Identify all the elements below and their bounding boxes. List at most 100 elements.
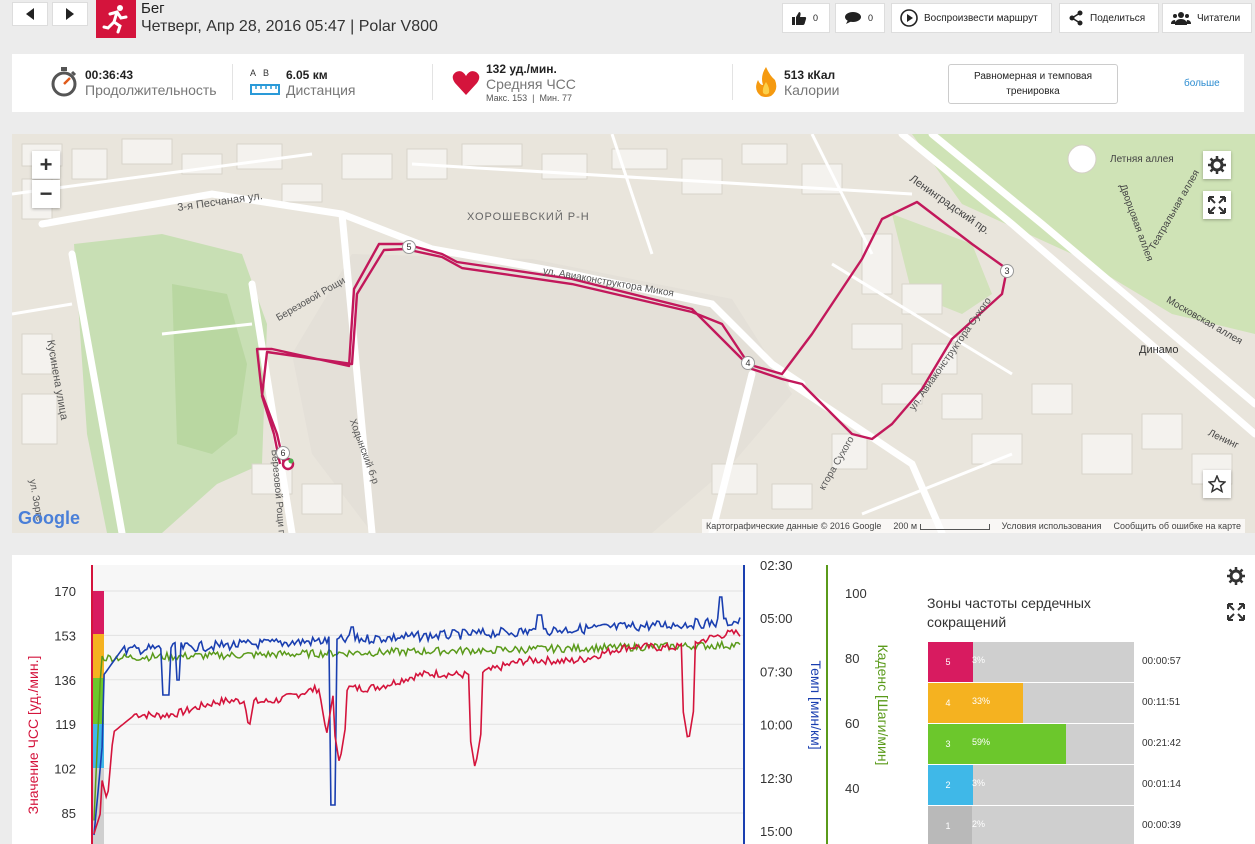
- cadence-tick-label: 80: [845, 651, 859, 666]
- hr-tick-label: 119: [55, 717, 76, 732]
- share-button[interactable]: Поделиться: [1059, 3, 1159, 33]
- terms-link[interactable]: Условия использования: [1001, 521, 1102, 531]
- heart-icon: [452, 71, 480, 95]
- zone-time: 00:11:51: [1142, 697, 1181, 708]
- zone-time: 00:00:57: [1142, 656, 1181, 667]
- zone-percent: 33%: [972, 696, 991, 706]
- route-map[interactable]: 3-я Песчаная ул. ХОРОШЕВСКИЙ Р-Н ул. Ави…: [12, 134, 1255, 533]
- pace-tick-label: 07:30: [760, 664, 793, 679]
- replay-route-label: Воспроизвести маршрут: [924, 12, 1038, 24]
- hr-tick-label: 136: [54, 673, 76, 688]
- zone-5-band: [92, 591, 104, 634]
- zoom-in-button[interactable]: +: [32, 151, 60, 179]
- hr-pace-cadence-chart: 170 153 136 119 102 85 02:30 05:00 07:30 10:00 12…: [25, 558, 891, 844]
- zone-percent: 2%: [972, 819, 986, 829]
- duration-label: Продолжительность: [85, 82, 217, 98]
- distance-value: 6.05 км: [286, 68, 328, 82]
- google-logo-text: Google: [18, 508, 80, 528]
- km-marker: 3: [1000, 264, 1014, 278]
- cadence-tick-label: 100: [845, 586, 867, 601]
- map-data-credit: Картографические данные © 2016 Google: [706, 521, 882, 531]
- km-marker: 6: [276, 446, 290, 460]
- zone-bar-fill: [968, 642, 973, 682]
- gear-icon: [1208, 156, 1226, 174]
- fullscreen-button[interactable]: [1203, 191, 1231, 219]
- zone-bar-track: 33%: [968, 683, 1134, 723]
- cadence-series-line: [93, 639, 741, 821]
- star-icon: [1208, 475, 1226, 493]
- pace-series-line: [93, 596, 741, 836]
- chart-fullscreen-button[interactable]: [1222, 598, 1250, 626]
- plot-background: [92, 565, 744, 844]
- zoom-out-button[interactable]: −: [32, 180, 60, 208]
- cadence-tick-label: 40: [845, 781, 859, 796]
- followers-button[interactable]: Читатели: [1162, 3, 1252, 33]
- hr-max-min: Макс. 153 | Мин. 77: [486, 93, 573, 103]
- chevron-right-icon: [66, 8, 74, 20]
- hr-zone-row: 4 33% 00:11:51: [928, 683, 1248, 723]
- map-footer: Картографические данные © 2016 Google 20…: [702, 519, 1245, 533]
- hr-tick-label: 170: [54, 584, 76, 599]
- zone-bar-track: 3%: [968, 642, 1134, 682]
- distance-label: Дистанция: [286, 82, 356, 98]
- sport-title: Бег: [141, 0, 165, 17]
- zone-number: 5: [928, 642, 968, 682]
- divider: [232, 64, 233, 100]
- zone-percent: 3%: [972, 778, 986, 788]
- hr-tick-label: 85: [62, 806, 76, 821]
- more-link[interactable]: больше: [1184, 78, 1220, 89]
- district-label: ХОРОШЕВСКИЙ Р-Н: [467, 211, 590, 223]
- session-subtitle: Четверг, Апр 28, 2016 05:47 | Polar V800: [141, 18, 438, 35]
- top-bar: Бег Четверг, Апр 28, 2016 05:47 | Polar …: [0, 0, 1255, 44]
- next-button[interactable]: [52, 2, 88, 26]
- favorite-button[interactable]: [1203, 470, 1231, 498]
- cadence-axis-title: Каденс [Шаги/мин]: [875, 645, 891, 766]
- replay-route-button[interactable]: Воспроизвести маршрут: [891, 3, 1052, 33]
- chart-settings-button[interactable]: [1222, 562, 1250, 590]
- zone-number: 1: [928, 806, 968, 844]
- hr-tick-label: 102: [54, 762, 76, 777]
- people-icon: [1171, 12, 1191, 25]
- km-marker: 5: [402, 240, 416, 254]
- duration-value: 00:36:43: [85, 68, 134, 82]
- report-error-link[interactable]: Сообщить об ошибке на карте: [1113, 521, 1241, 531]
- calories-value: 513 кКал: [784, 68, 836, 82]
- like-count: 0: [813, 13, 819, 23]
- expand-icon: [1227, 603, 1245, 621]
- comment-icon: [845, 12, 861, 24]
- zone-bar-fill: [968, 683, 1023, 723]
- zone-bar-fill: [968, 724, 1066, 764]
- distance-ab-label: A B: [250, 68, 270, 78]
- running-sport-icon: [96, 0, 136, 38]
- thumbs-up-icon: [792, 12, 807, 25]
- cadence-tick-label: 60: [845, 716, 859, 731]
- pace-tick-label: 12:30: [760, 771, 793, 786]
- street-label: Летняя аллея: [1110, 154, 1174, 165]
- zone-number: 2: [928, 765, 968, 805]
- hr-series-line: [93, 628, 741, 835]
- map-settings-button[interactable]: [1203, 151, 1231, 179]
- zone-percent: 59%: [972, 737, 991, 747]
- hr-zone-row: 1 2% 00:00:39: [928, 806, 1248, 844]
- chevron-left-icon: [26, 8, 34, 20]
- divider: [732, 64, 733, 100]
- map-scale-label: 200 м: [893, 521, 918, 531]
- flame-icon: [756, 67, 777, 97]
- previous-button[interactable]: [12, 2, 48, 26]
- calories-label: Калории: [784, 82, 840, 98]
- summary-stats-bar: 00:36:43 Продолжительность A B 6.05 км Д…: [12, 54, 1244, 112]
- metro-label: Динамо: [1139, 344, 1179, 356]
- zone-bar-track: 2%: [968, 806, 1134, 844]
- zone-percent: 3%: [972, 655, 986, 665]
- zone-time: 00:00:39: [1142, 820, 1181, 831]
- share-icon: [1069, 10, 1083, 26]
- like-button[interactable]: 0: [782, 3, 830, 33]
- hr-value: 132 уд./мин.: [486, 62, 557, 76]
- zone-number: 3: [928, 724, 968, 764]
- expand-icon: [1208, 196, 1226, 214]
- zone-time: 00:01:14: [1142, 779, 1181, 790]
- comment-button[interactable]: 0: [835, 3, 885, 33]
- training-type-button[interactable]: Равномерная и темповая тренировка: [948, 64, 1118, 104]
- zone-bar-track: 3%: [968, 765, 1134, 805]
- stopwatch-icon: [51, 67, 77, 97]
